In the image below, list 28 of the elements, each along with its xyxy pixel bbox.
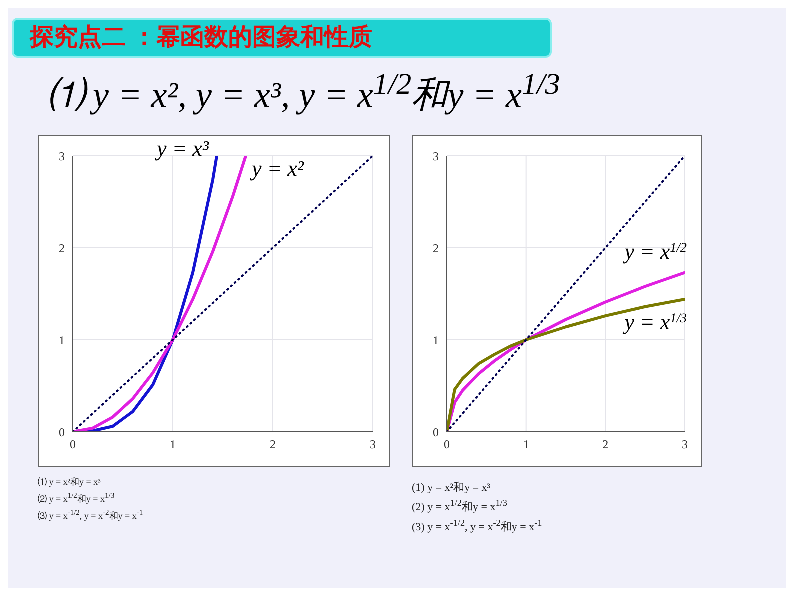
- series-label: y = x$^{1/3}$: [622, 310, 688, 335]
- y-tick-label: 0: [433, 425, 439, 440]
- y-tick-label: 0: [59, 425, 65, 440]
- y-tick-label: 2: [433, 241, 439, 256]
- y-tick-label: 1: [59, 333, 65, 348]
- x-tick-label: 2: [602, 438, 609, 452]
- x-tick-label: 3: [370, 438, 376, 452]
- x-tick-label: 0: [70, 438, 76, 452]
- y-tick-label: 3: [59, 149, 65, 164]
- text: (1) y = x²和y = x³: [412, 481, 492, 496]
- chart-subtitle: ⑴ y = x², y = x³, y = x$^{1/2}$和y = x$^{1/3}$: [48, 68, 560, 117]
- chart-title: 探究点二 ：幂函数的图象和性质: [12, 18, 552, 58]
- x-tick-label: 1: [170, 438, 176, 452]
- series-label: y = x$^{1/2}$: [622, 238, 688, 264]
- x-tick-label: 1: [523, 438, 530, 452]
- text: (2) y = x$^{1/2}$和y = x$^{1/3}$: [412, 497, 508, 516]
- text: (3) y = x$^{-1/2}$, y = x$^{-2}$和y = x$^{-1}$: [412, 516, 544, 536]
- x-tick-label: 0: [444, 438, 450, 452]
- y-tick-label: 1: [433, 333, 439, 348]
- y-tick-label: 3: [433, 149, 439, 164]
- text: ⑵ y = x$^{1/2}$和y = x$^{1/3}$: [38, 490, 116, 506]
- text: ⑶ y = x$^{-1/2}$, y = x$^{-2}$和y = x$^{-1}$: [38, 507, 144, 523]
- series-label: y = x³: [155, 136, 210, 161]
- text: ⑴ y = x²和y = x³: [38, 476, 102, 489]
- x-tick-label: 2: [270, 438, 276, 452]
- series-label: y = x²: [250, 156, 304, 181]
- x-tick-label: 3: [682, 438, 688, 452]
- y-tick-label: 2: [59, 241, 65, 256]
